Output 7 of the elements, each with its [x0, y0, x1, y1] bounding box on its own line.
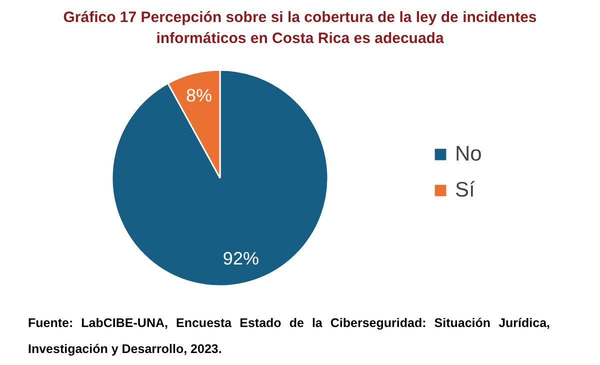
legend-label: No: [455, 142, 482, 166]
legend-label: Sí: [455, 178, 476, 202]
data-label: 92%: [222, 248, 259, 269]
source-note: Fuente: LabCIBE-UNA, Encuesta Estado de la Ciberseguridad: Situación Jurídica, Investigación y Desarrollo, 2023.: [28, 315, 550, 358]
data-label: 8%: [186, 85, 212, 106]
chart-title: Gráfico 17 Percepción sobre si la cobertura de la ley de incidentes informáticos en Costa Rica es adecuada: [63, 9, 537, 47]
pie-slice: [111, 69, 329, 287]
